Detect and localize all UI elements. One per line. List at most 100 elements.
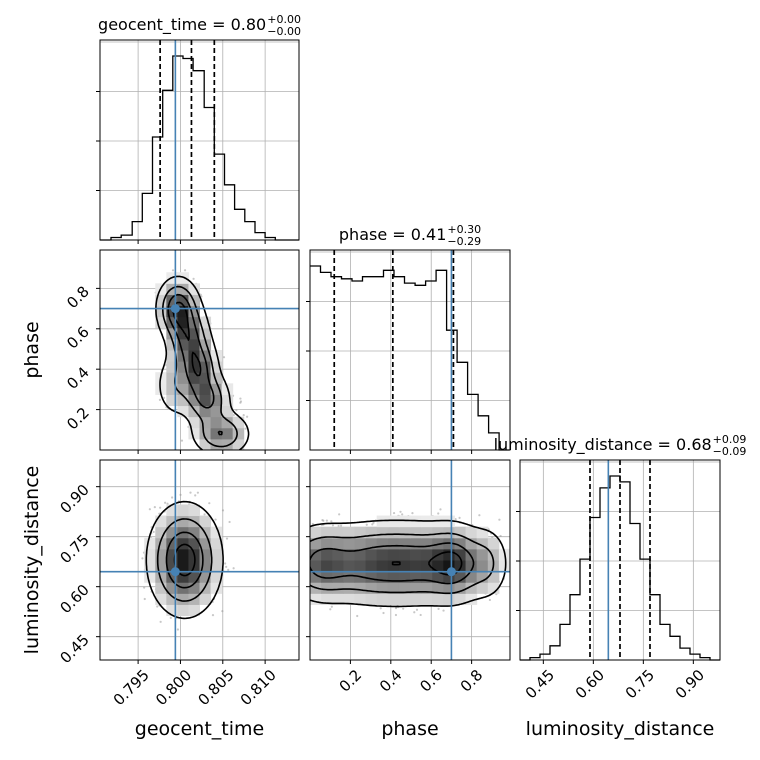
density-cell [421, 593, 433, 605]
density-cell [177, 593, 189, 605]
sample-point [419, 613, 422, 617]
title-equals: = [387, 225, 411, 244]
sample-point [183, 269, 187, 272]
density-cell [410, 582, 422, 594]
sample-point [153, 505, 156, 509]
density-cell [410, 537, 422, 550]
sample-point [239, 400, 243, 403]
density-cell [188, 582, 200, 594]
density-cell [487, 571, 500, 583]
density-cell [210, 416, 223, 429]
contour-level-2 [162, 285, 238, 448]
x-tick-label: 0.2 [336, 666, 366, 696]
density-cell [421, 526, 433, 539]
title-param: luminosity_distance [494, 435, 653, 455]
density-cell [199, 372, 212, 384]
density-cell [454, 548, 467, 561]
sample-point [158, 512, 161, 515]
x-tick-label: 0.800 [152, 666, 195, 709]
density-layer [100, 250, 299, 450]
histogram-phase [310, 265, 510, 451]
density-cell [188, 372, 200, 384]
sample-point [330, 605, 333, 608]
panel-phase-vs-phase [306, 249, 511, 454]
sample-point [401, 513, 404, 516]
contour-level-2 [310, 532, 495, 595]
density-cell [177, 548, 189, 561]
sample-point [330, 520, 333, 523]
sample-point [499, 534, 502, 538]
density-cell [421, 560, 433, 572]
density-cell [155, 537, 167, 550]
sample-point [225, 537, 229, 540]
density-cell [210, 526, 223, 539]
y-tick-label: 0.75 [56, 531, 92, 567]
density-cell [155, 548, 167, 561]
density-cells [310, 515, 510, 605]
density-cell [321, 571, 333, 583]
density-cell [487, 548, 500, 561]
density-cell [166, 383, 178, 395]
sample-point [158, 398, 162, 401]
density-cell [188, 327, 200, 340]
density-cell [188, 283, 200, 295]
density-cell [476, 548, 489, 561]
x-tick-label: 0.795 [110, 666, 153, 709]
density-cell [166, 350, 178, 362]
density-cell [443, 582, 455, 594]
density-cell [376, 537, 389, 550]
density-cell [476, 537, 489, 550]
sample-point [159, 506, 162, 509]
density-cell [177, 294, 189, 307]
density-cell [199, 361, 212, 373]
title-minus: −0.29 [447, 235, 481, 248]
density-cell [465, 537, 478, 550]
density-cell [166, 537, 178, 550]
density-cell [410, 526, 422, 539]
y-tick-labels-phase: 0.2 0.4 0.6 0.8 [63, 282, 93, 433]
density-cell [199, 405, 212, 418]
sample-point [454, 518, 457, 521]
sample-point [214, 518, 217, 521]
density-cell [155, 383, 167, 395]
density-cell [221, 394, 234, 407]
density-cell [343, 593, 355, 605]
density-cell [166, 294, 178, 307]
density-cell [188, 416, 200, 429]
truth-marker [170, 567, 180, 577]
density-cell [210, 571, 223, 583]
x-axis-label-luminosity_distance: luminosity_distance [526, 718, 715, 740]
panel-luminosity_distance-vs-geocent_time [96, 459, 300, 664]
sample-point [143, 586, 146, 589]
sample-point [415, 608, 419, 611]
density-cell [321, 582, 333, 594]
density-cell [166, 504, 178, 517]
truth-marker [446, 567, 456, 577]
density-cell [232, 438, 245, 450]
sample-point [170, 496, 174, 499]
density-cell [210, 560, 223, 572]
density-cell [199, 338, 212, 351]
density-cell [188, 405, 200, 418]
contours [145, 500, 224, 620]
sample-point [224, 562, 227, 565]
panel-title: geocent_time = 0.80 [98, 15, 266, 35]
x-axis-label-geocent_time: geocent_time [135, 718, 264, 740]
sample-point [232, 413, 235, 417]
sample-point [203, 513, 206, 516]
x-tick-labels-phase: 0.2 0.4 0.6 0.8 [336, 666, 487, 696]
density-cell [177, 571, 189, 583]
sample-point [392, 511, 396, 515]
density-cell [321, 593, 333, 605]
sample-point [442, 609, 445, 612]
density-cell [443, 560, 455, 572]
density-cell [232, 427, 245, 440]
density-cell [387, 571, 400, 583]
density-cell [166, 372, 178, 384]
density-cell [199, 427, 212, 440]
x-axis-label-phase: phase [381, 718, 438, 740]
density-cell [454, 582, 467, 594]
density-cell [365, 593, 378, 605]
density-cell [155, 316, 167, 329]
panel-border [309, 459, 511, 661]
